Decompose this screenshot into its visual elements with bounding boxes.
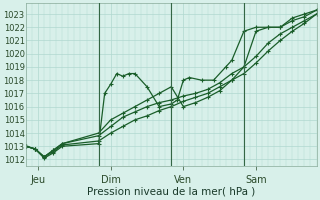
X-axis label: Pression niveau de la mer( hPa ): Pression niveau de la mer( hPa ) — [87, 187, 255, 197]
